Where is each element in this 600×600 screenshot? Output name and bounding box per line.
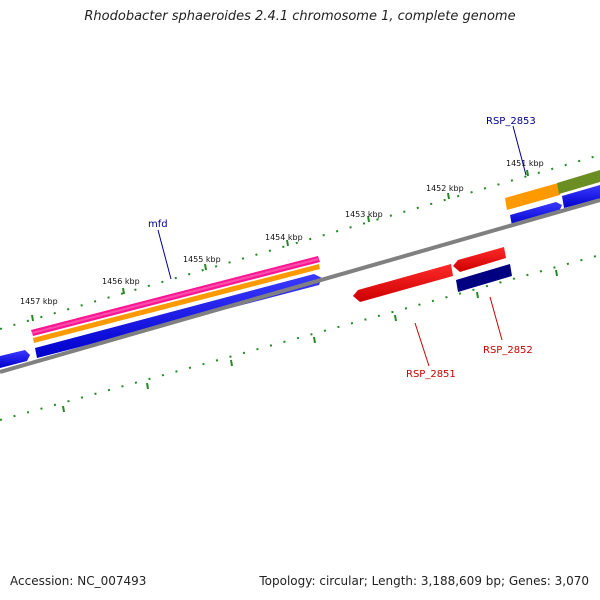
- major-tick: [122, 287, 125, 295]
- minor-tick: [313, 336, 316, 344]
- inner-tick-track: [0, 254, 600, 421]
- tick-label: 1453 kbp: [345, 210, 383, 219]
- major-tick: [31, 314, 34, 322]
- gene-feature-orange: [33, 264, 320, 343]
- leader-line-rsp2853: [512, 125, 527, 176]
- tick-label: 1457 kbp: [20, 297, 58, 306]
- gene-label-rsp2851[interactable]: RSP_2851: [406, 369, 456, 380]
- gene-feature-rsp2851: [353, 264, 453, 302]
- gene-label-mfd[interactable]: mfd: [148, 219, 168, 230]
- gene-feature-orange-right: [505, 183, 560, 210]
- gene-feature-blue-left: [0, 350, 30, 368]
- genome-backbone: [0, 198, 600, 374]
- major-tick: [367, 215, 370, 223]
- outer-dotted-ring: [0, 154, 600, 330]
- tick-label: 1455 kbp: [183, 255, 221, 264]
- map-title: Rhodobacter sphaeroides 2.4.1 chromosome…: [84, 9, 516, 24]
- tick-labels: 1457 kbp 1456 kbp 1455 kbp 1454 kbp 1453…: [20, 159, 544, 306]
- tick-label: 1454 kbp: [265, 233, 303, 242]
- minor-tick: [476, 291, 479, 299]
- major-tick: [526, 169, 529, 177]
- tick-label: 1451 kbp: [506, 159, 544, 168]
- major-tick: [447, 192, 450, 200]
- minor-tick: [62, 405, 65, 413]
- leader-line-mfd: [157, 229, 172, 280]
- accession-text: Accession: NC_007493: [10, 574, 147, 588]
- gene-feature-blue-right: [562, 185, 600, 208]
- minor-tick: [555, 269, 558, 277]
- reverse-strand-features: [353, 247, 512, 302]
- gene-feature-rsp2852: [453, 247, 506, 272]
- inner-dotted-ring: [0, 254, 600, 421]
- gene-label-rsp2853[interactable]: RSP_2853: [486, 116, 536, 127]
- major-tick: [286, 239, 289, 247]
- leader-line-rsp2851: [414, 322, 430, 367]
- gene-feature-navy: [456, 264, 512, 292]
- topology-text: Topology: circular; Length: 3,188,609 bp…: [259, 574, 589, 588]
- gene-feature-mfd: [35, 274, 322, 358]
- gene-feature-pink-highlight: [32, 258, 319, 334]
- leader-line-rsp2852: [489, 296, 503, 341]
- gene-feature-olive: [557, 170, 600, 194]
- gene-label-rsp2852[interactable]: RSP_2852: [483, 345, 533, 356]
- minor-tick: [230, 359, 233, 367]
- gene-labels: mfd RSP_2853 RSP_2851 RSP_2852: [148, 116, 536, 380]
- major-tick: [204, 263, 207, 271]
- tick-label: 1456 kbp: [102, 277, 140, 286]
- minor-tick: [394, 314, 397, 322]
- outer-tick-track: [0, 154, 600, 330]
- minor-tick: [146, 382, 149, 390]
- forward-strand-features: [0, 170, 600, 368]
- tick-label: 1452 kbp: [426, 184, 464, 193]
